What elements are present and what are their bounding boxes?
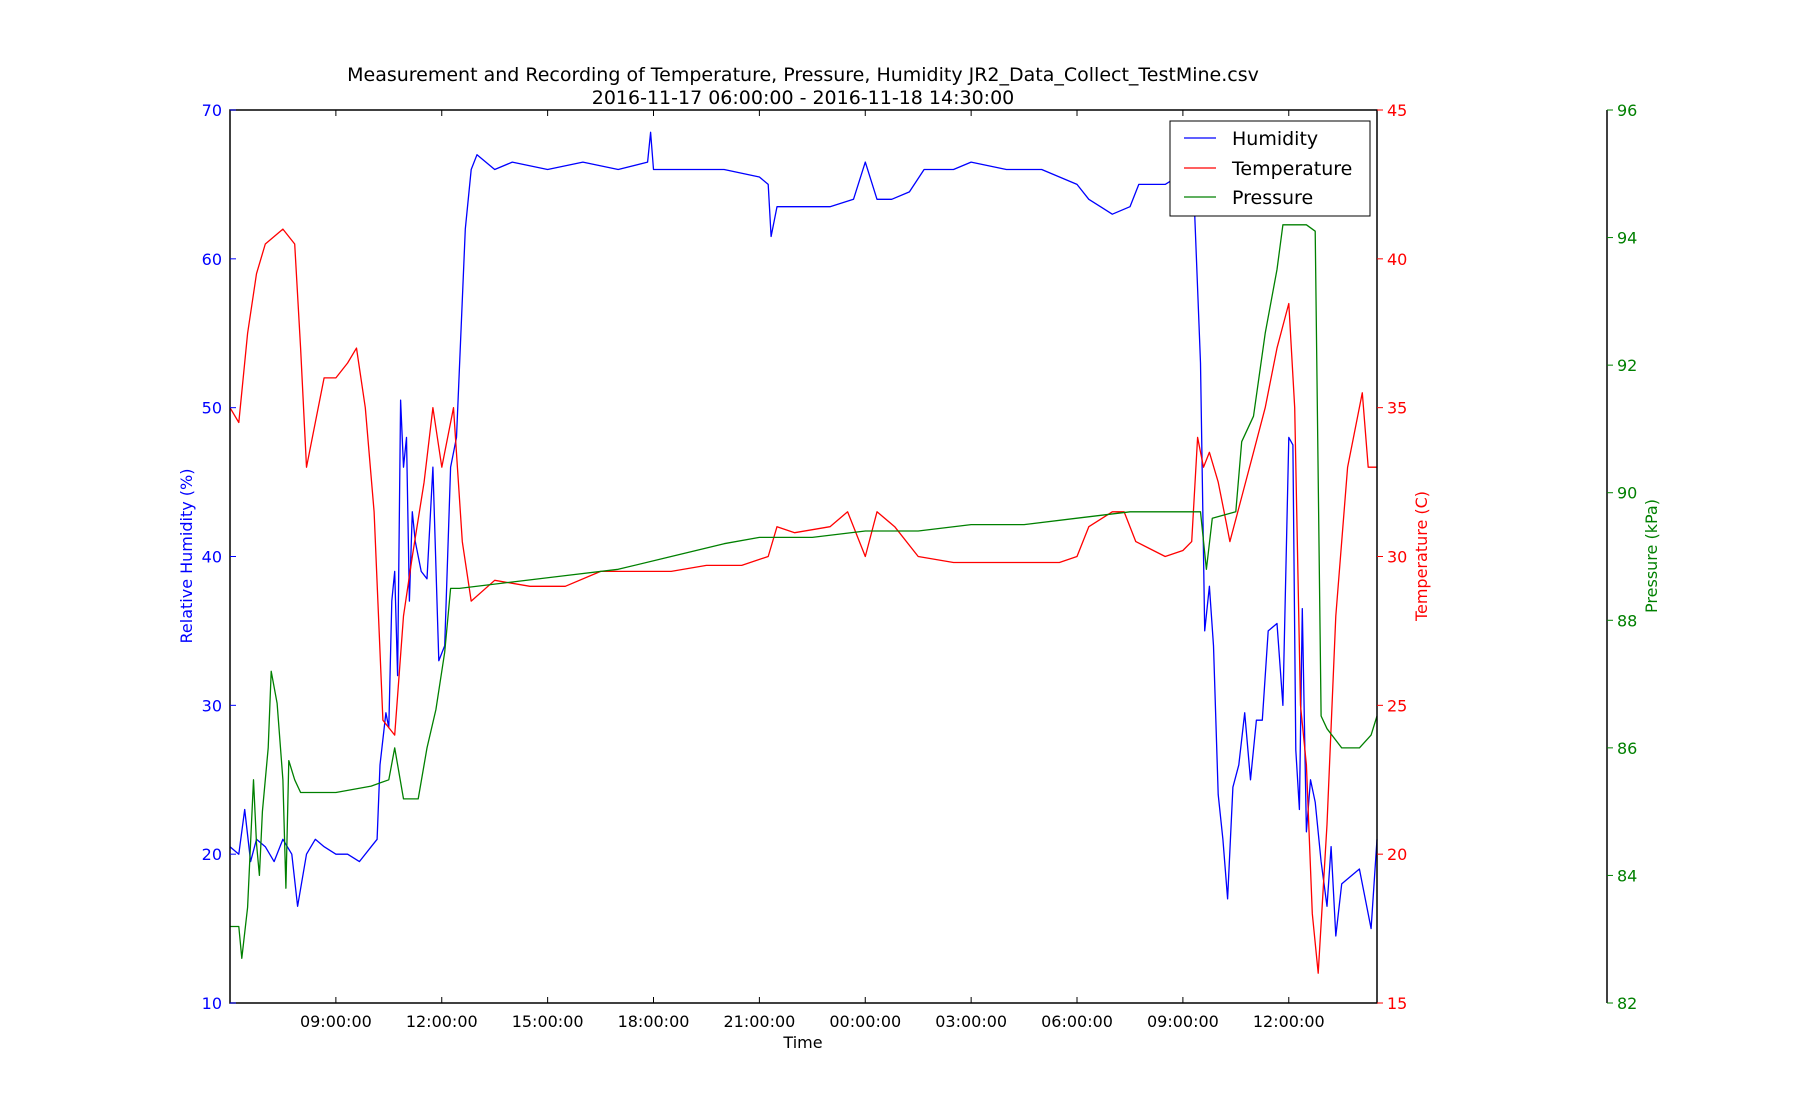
humidity-axis-label: Relative Humidity (%): [177, 469, 196, 644]
pressure-tick-label: 94: [1617, 229, 1637, 248]
pressure-tick-label: 82: [1617, 994, 1637, 1013]
humidity-tick-label: 20: [202, 845, 222, 864]
temperature-series-line: [229, 228, 1377, 974]
x-tick-label: 03:00:00: [935, 1012, 1007, 1031]
x-tick-label: 15:00:00: [512, 1012, 584, 1031]
temperature-tick-label: 20: [1387, 845, 1407, 864]
humidity-tick-label: 10: [202, 994, 222, 1013]
temperature-tick-label: 30: [1387, 548, 1407, 567]
temperature-axis-label: Temperature (C): [1412, 491, 1431, 622]
pressure-tick-label: 96: [1617, 101, 1637, 120]
x-axis-label: Time: [782, 1033, 822, 1052]
humidity-tick-label: 50: [202, 399, 222, 418]
temperature-tick-label: 45: [1387, 101, 1407, 120]
humidity-tick-label: 30: [202, 696, 222, 715]
x-tick-label: 09:00:00: [300, 1012, 372, 1031]
temperature-tick-label: 15: [1387, 994, 1407, 1013]
pressure-tick-label: 86: [1617, 739, 1637, 758]
legend-humidity-label: Humidity: [1232, 128, 1318, 150]
chart-subtitle: 2016-11-17 06:00:00 - 2016-11-18 14:30:0…: [592, 87, 1015, 109]
x-tick-label: 12:00:00: [406, 1012, 478, 1031]
humidity-tick-label: 60: [202, 250, 222, 269]
x-tick-label: 18:00:00: [618, 1012, 690, 1031]
x-tick-label: 06:00:00: [1041, 1012, 1113, 1031]
humidity-series-line: [229, 131, 1378, 937]
pressure-tick-label: 92: [1617, 356, 1637, 375]
pressure-axis-label: Pressure (kPa): [1642, 499, 1661, 613]
legend-pressure-label: Pressure: [1232, 187, 1313, 209]
legend-temperature-label: Temperature: [1231, 158, 1352, 180]
humidity-tick-label: 70: [202, 101, 222, 120]
pressure-series-line: [230, 224, 1378, 959]
pressure-tick-label: 88: [1617, 611, 1637, 630]
axis-layer: 09:00:00 12:00:00 15:00:00 18:00:00 21:00:00…: [202, 101, 1638, 1031]
chart-title: Measurement and Recording of Temperature…: [347, 64, 1259, 86]
x-tick-label: 09:00:00: [1147, 1012, 1219, 1031]
temperature-tick-label: 25: [1387, 696, 1407, 715]
x-tick-label: 00:00:00: [829, 1012, 901, 1031]
series-layer: [229, 131, 1378, 974]
legend: Humidity Temperature Pressure: [1169, 120, 1371, 217]
x-tick-label: 12:00:00: [1253, 1012, 1325, 1031]
temperature-tick-label: 35: [1387, 399, 1407, 418]
temperature-tick-label: 40: [1387, 250, 1407, 269]
x-tick-label: 21:00:00: [723, 1012, 795, 1031]
pressure-tick-label: 90: [1617, 484, 1637, 503]
humidity-tick-label: 40: [202, 548, 222, 567]
pressure-tick-label: 84: [1617, 866, 1637, 885]
